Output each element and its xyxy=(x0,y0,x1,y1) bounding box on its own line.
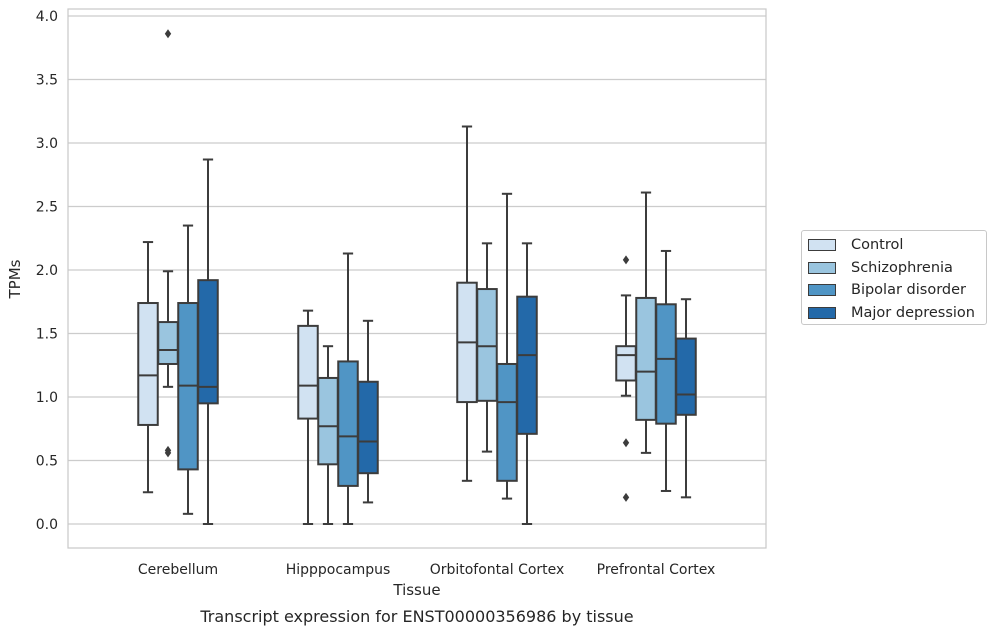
y-tick-label-8: 4.0 xyxy=(36,9,58,25)
box-body xyxy=(357,380,379,475)
y-axis-label: TPMs xyxy=(6,259,24,299)
y-tick-label-1: 0.5 xyxy=(36,454,58,470)
outlier-2 xyxy=(622,492,630,502)
box-1-3 xyxy=(357,319,379,504)
box-body xyxy=(297,324,319,420)
box-body xyxy=(496,362,518,482)
plot-area-frame xyxy=(67,8,767,549)
legend-label: Major depression xyxy=(851,304,975,321)
box-2-1 xyxy=(476,242,498,453)
legend-label: Bipolar disorder xyxy=(851,282,966,298)
x-axis-label: Tissue xyxy=(392,581,440,599)
legend-swatch xyxy=(808,239,836,251)
box-3-1 xyxy=(635,191,657,454)
box-0-2 xyxy=(177,224,199,515)
box-body xyxy=(655,303,677,425)
outlier-1 xyxy=(622,438,630,448)
x-tick-label-0: Cerebellum xyxy=(138,562,218,578)
x-axis-ticks: Cerebellum Hipppocampus Orbitofontal Corte… xyxy=(138,562,715,578)
box-3-3 xyxy=(675,298,697,499)
box-body xyxy=(137,302,159,426)
box-body xyxy=(516,295,538,435)
y-tick-label-7: 3.5 xyxy=(36,73,58,89)
box-body xyxy=(197,279,219,405)
x-tick-label-2: Orbitofontal Cortex xyxy=(430,562,565,578)
box-1-0 xyxy=(297,309,319,525)
box-body xyxy=(615,345,637,382)
y-tick-label-0: 0.0 xyxy=(36,517,58,533)
box-body xyxy=(337,360,359,487)
box-2-2 xyxy=(496,192,518,500)
y-tick-label-4: 2.0 xyxy=(36,263,58,279)
box-2-3 xyxy=(516,242,538,525)
chart-caption: Transcript expression for ENST0000035698… xyxy=(199,607,633,626)
box-0-0 xyxy=(137,241,159,494)
box-0-1 xyxy=(157,29,179,458)
box-3-0 xyxy=(615,255,637,502)
outlier-0 xyxy=(164,29,172,39)
box-body xyxy=(157,321,179,365)
y-tick-label-6: 3.0 xyxy=(36,136,58,152)
legend-item-1: Schizophrenia xyxy=(808,259,953,277)
legend-item-2: Bipolar disorder xyxy=(808,281,966,299)
legend-label: Control xyxy=(851,237,904,253)
legend: Control Schizophrenia Bipolar disorder Majo… xyxy=(801,230,987,325)
x-tick-label-1: Hipppocampus xyxy=(286,562,391,578)
box-2-0 xyxy=(456,125,478,482)
box-body xyxy=(317,376,339,466)
y-axis-ticks: 0.0 0.5 1.0 1.5 2.0 2.5 3.0 3.5 4.0 xyxy=(36,9,58,533)
y-tick-label-3: 1.5 xyxy=(36,327,58,343)
outlier-2 xyxy=(164,448,172,458)
legend-swatch xyxy=(808,261,836,274)
box-3-2 xyxy=(655,249,677,492)
legend-swatch xyxy=(808,284,836,296)
box-body xyxy=(635,296,657,421)
box-plot-marks xyxy=(137,29,697,525)
y-tick-label-2: 1.0 xyxy=(36,390,58,406)
box-body xyxy=(675,337,697,416)
x-tick-label-3: Prefrontal Cortex xyxy=(597,562,716,578)
legend-swatch xyxy=(808,306,836,319)
outlier-0 xyxy=(622,255,630,265)
box-1-1 xyxy=(317,345,339,525)
legend-label: Schizophrenia xyxy=(851,259,953,276)
box-body xyxy=(476,288,498,402)
box-0-3 xyxy=(197,158,219,525)
y-tick-label-5: 2.5 xyxy=(36,200,58,216)
grid-lines xyxy=(68,15,766,525)
box-1-2 xyxy=(337,252,359,525)
legend-item-3: Major depression xyxy=(808,304,975,322)
legend-item-0: Control xyxy=(808,236,903,254)
